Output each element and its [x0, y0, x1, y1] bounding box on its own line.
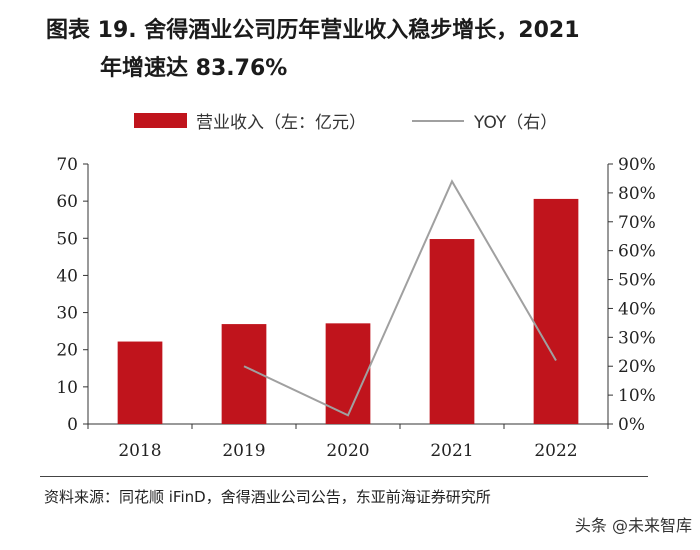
y-left-tick-label: 70	[56, 155, 78, 175]
x-tick-label: 2019	[222, 441, 265, 461]
source-divider	[40, 476, 648, 477]
chart-title: 图表 19. 舍得酒业公司历年营业收入稳步增长，2021 年增速达 83.76%	[46, 12, 686, 88]
y-left-tick-label: 40	[56, 266, 78, 286]
x-tick-label: 2018	[118, 441, 161, 461]
yoy-line	[243, 179, 557, 417]
y-left-tick-label: 0	[67, 415, 78, 435]
title-line-2: 年增速达 83.76%	[100, 56, 288, 81]
source-note: 资料来源：同花顺 iFinD，舍得酒业公司公告，东亚前海证券研究所	[44, 488, 491, 506]
legend-bar-swatch	[134, 113, 187, 128]
legend: 营业收入（左：亿元） YOY（右）	[0, 104, 700, 134]
y-right-tick-label: 10%	[618, 386, 656, 406]
y-left-tick-label: 20	[56, 341, 78, 361]
x-tick-label: 2022	[534, 441, 577, 461]
y-right-tick-label: 70%	[618, 213, 656, 233]
y-right-tick-label: 80%	[618, 184, 656, 204]
y-left-tick-label: 50	[56, 229, 78, 249]
y-right-tick-label: 20%	[618, 357, 656, 377]
bar	[429, 239, 475, 424]
y-right-tick-label: 30%	[618, 328, 656, 348]
bar	[533, 198, 579, 424]
y-right-tick-label: 0%	[618, 415, 645, 435]
x-tick-label: 2020	[326, 441, 369, 461]
legend-bar-label: 营业收入（左：亿元）	[196, 113, 366, 133]
y-left-tick-label: 30	[56, 304, 78, 324]
bar	[117, 341, 163, 424]
y-right-tick-label: 40%	[618, 299, 656, 319]
y-right-tick-label: 50%	[618, 271, 656, 291]
y-right-tick-label: 90%	[618, 155, 656, 175]
legend-line-label: YOY（右）	[474, 113, 558, 133]
y-right-tick-label: 60%	[618, 242, 656, 262]
title-line-1: 图表 19. 舍得酒业公司历年营业收入稳步增长，2021	[46, 18, 580, 43]
y-left-tick-label: 60	[56, 192, 78, 212]
watermark: 头条 @未来智库	[574, 516, 692, 535]
y-left-tick-label: 10	[56, 378, 78, 398]
legend-line-swatch	[412, 120, 464, 122]
x-tick-label: 2021	[430, 441, 473, 461]
